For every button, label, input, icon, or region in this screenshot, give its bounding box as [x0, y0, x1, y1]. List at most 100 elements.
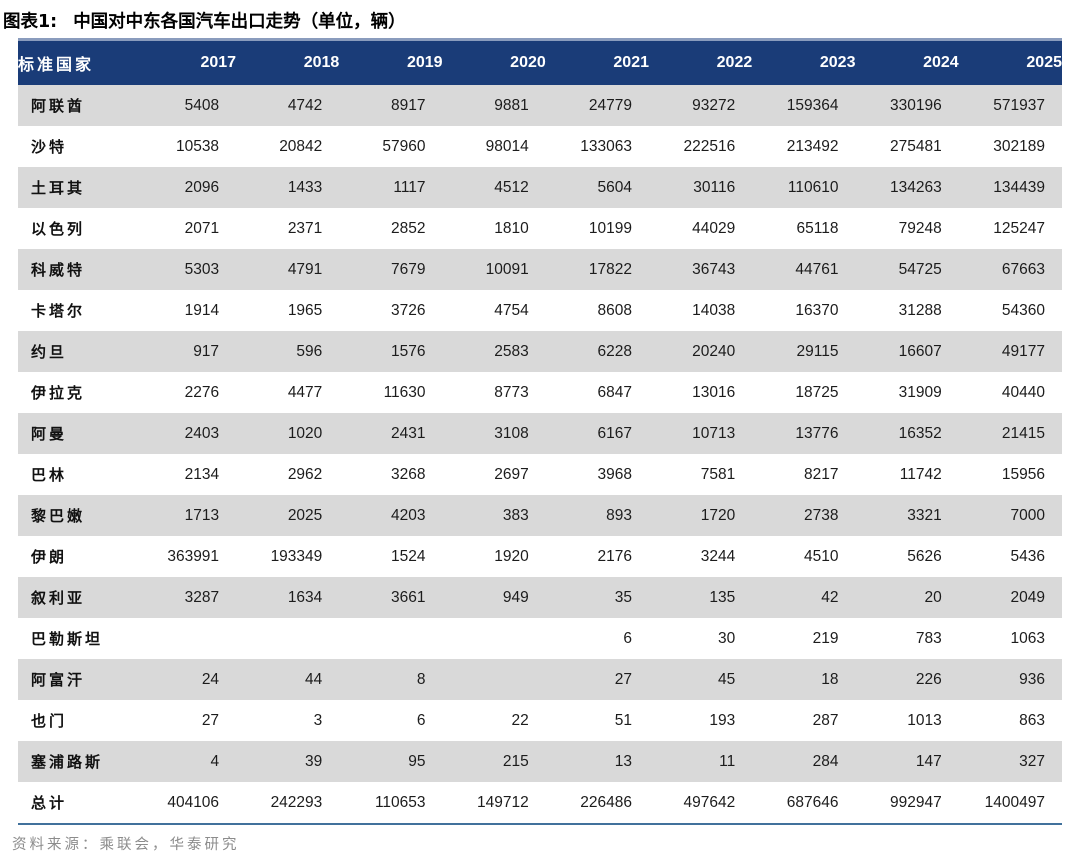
value-cell: 2697	[494, 465, 529, 483]
table-row: 阿富汗 24 44 8 27 45 18 226 936	[18, 659, 1062, 700]
value-cell: 783	[915, 629, 942, 647]
value-cell: 16370	[795, 301, 839, 319]
value-cell: 9881	[494, 96, 529, 114]
value-cell: 10713	[692, 424, 736, 442]
table-row: 卡塔尔 1914 1965 3726 4754 8608 14038 16370 31288 54…	[18, 290, 1062, 331]
value-cell: 15956	[1001, 465, 1045, 483]
value-cell: 3661	[391, 588, 426, 606]
value-cell: 7000	[1010, 506, 1045, 524]
value-cell: 13016	[692, 383, 736, 401]
value-cell: 275481	[889, 137, 942, 155]
table-row: 伊拉克 2276 4477 11630 8773 6847 13016 18725 31909 4…	[18, 372, 1062, 413]
value-cell: 134263	[889, 178, 942, 196]
value-cell: 193349	[270, 547, 323, 565]
value-cell: 44	[305, 670, 323, 688]
value-cell: 147	[915, 752, 942, 770]
value-cell: 3726	[391, 301, 426, 319]
value-cell: 936	[1019, 670, 1045, 688]
value-cell: 18	[821, 670, 839, 688]
value-cell: 1914	[184, 301, 220, 319]
value-cell: 13776	[795, 424, 839, 442]
value-cell: 1400497	[984, 793, 1045, 811]
country-cell: 巴林	[31, 467, 68, 484]
value-cell: 57960	[382, 137, 426, 155]
value-cell: 4512	[494, 178, 529, 196]
country-cell: 卡塔尔	[31, 303, 86, 320]
value-cell: 2962	[287, 465, 323, 483]
value-cell: 992947	[889, 793, 942, 811]
value-cell: 2071	[184, 219, 220, 237]
value-cell: 31909	[898, 383, 942, 401]
value-cell: 16352	[898, 424, 942, 442]
value-cell: 133063	[580, 137, 632, 155]
table-row: 沙特 10538 20842 57960 98014 133063 222516 213492…	[18, 126, 1062, 167]
value-cell: 21415	[1001, 424, 1045, 442]
value-cell: 863	[1019, 711, 1045, 729]
table-row: 阿联酋 5408 4742 8917 9881 24779 93272 159364 33019…	[18, 85, 1062, 126]
value-cell: 8	[416, 670, 426, 688]
value-cell: 571937	[993, 96, 1045, 114]
value-cell: 287	[812, 711, 839, 729]
value-cell: 3321	[907, 506, 942, 524]
value-cell: 95	[408, 752, 426, 770]
value-cell: 1713	[184, 506, 220, 524]
value-cell: 2403	[184, 424, 220, 442]
table-row: 以色列 2071 2371 2852 1810 10199 44029 65118 79248 1…	[18, 208, 1062, 249]
value-cell: 1920	[494, 547, 529, 565]
value-cell: 1013	[907, 711, 942, 729]
value-cell: 2176	[597, 547, 632, 565]
value-cell: 2025	[287, 506, 323, 524]
value-cell: 3268	[391, 465, 426, 483]
value-cell: 2134	[184, 465, 220, 483]
value-cell: 45	[717, 670, 736, 688]
value-cell: 3244	[700, 547, 736, 565]
table-header-row: 标准国家 2017 2018 2019 2020 2021 2022 2023 2024 2025	[18, 39, 1062, 85]
figure-title: 图表1: 中国对中东各国汽车出口走势（单位，辆）	[3, 8, 1062, 33]
value-cell: 110653	[374, 793, 426, 811]
country-cell: 也门	[31, 713, 68, 730]
value-cell: 24	[201, 670, 220, 688]
value-cell: 1576	[391, 342, 426, 360]
value-cell: 93272	[692, 96, 736, 114]
value-cell: 213492	[786, 137, 839, 155]
value-cell: 27	[201, 711, 220, 729]
country-cell: 约旦	[31, 344, 68, 361]
value-cell: 11630	[383, 383, 426, 401]
value-cell: 2276	[184, 383, 220, 401]
value-cell: 65118	[796, 219, 839, 237]
year-column-header: 2017	[132, 39, 237, 85]
value-cell: 1063	[1010, 629, 1045, 647]
value-cell: 4203	[391, 506, 426, 524]
value-cell: 215	[502, 752, 529, 770]
value-cell: 226	[915, 670, 942, 688]
table-row: 黎巴嫩 1713 2025 4203 383 893 1720 2738 3321 7000	[18, 495, 1062, 536]
value-cell: 917	[193, 342, 220, 360]
value-cell: 4754	[494, 301, 529, 319]
value-cell: 383	[502, 506, 529, 524]
value-cell: 687646	[786, 793, 839, 811]
value-cell: 36743	[692, 260, 736, 278]
value-cell: 2431	[391, 424, 426, 442]
value-cell: 22	[511, 711, 529, 729]
value-cell: 4	[210, 752, 220, 770]
value-cell: 3287	[184, 588, 220, 606]
table-row: 叙利亚 3287 1634 3661 949 35 135 42 20 2049	[18, 577, 1062, 618]
value-cell: 222516	[683, 137, 736, 155]
year-column-header: 2024	[855, 39, 959, 85]
value-cell: 5303	[184, 260, 220, 278]
total-row: 总计 404106 242293 110653 149712 226486 497642 68…	[18, 782, 1062, 824]
table-row: 也门 27 3 6 22 51 193 287 1013 863	[18, 700, 1062, 741]
value-cell: 330196	[889, 96, 942, 114]
value-cell: 10199	[588, 219, 632, 237]
auto-export-table: 标准国家 2017 2018 2019 2020 2021 2022 2023 2024 2025…	[18, 38, 1062, 825]
country-cell: 伊拉克	[31, 385, 86, 402]
table-row: 巴林 2134 2962 3268 2697 3968 7581 8217 11742 15956	[18, 454, 1062, 495]
value-cell: 4791	[287, 260, 323, 278]
value-cell	[339, 618, 442, 659]
value-cell: 404106	[167, 793, 220, 811]
value-cell: 363991	[167, 547, 220, 565]
value-cell: 27	[614, 670, 632, 688]
value-cell: 5436	[1010, 547, 1045, 565]
country-cell: 叙利亚	[31, 590, 86, 607]
